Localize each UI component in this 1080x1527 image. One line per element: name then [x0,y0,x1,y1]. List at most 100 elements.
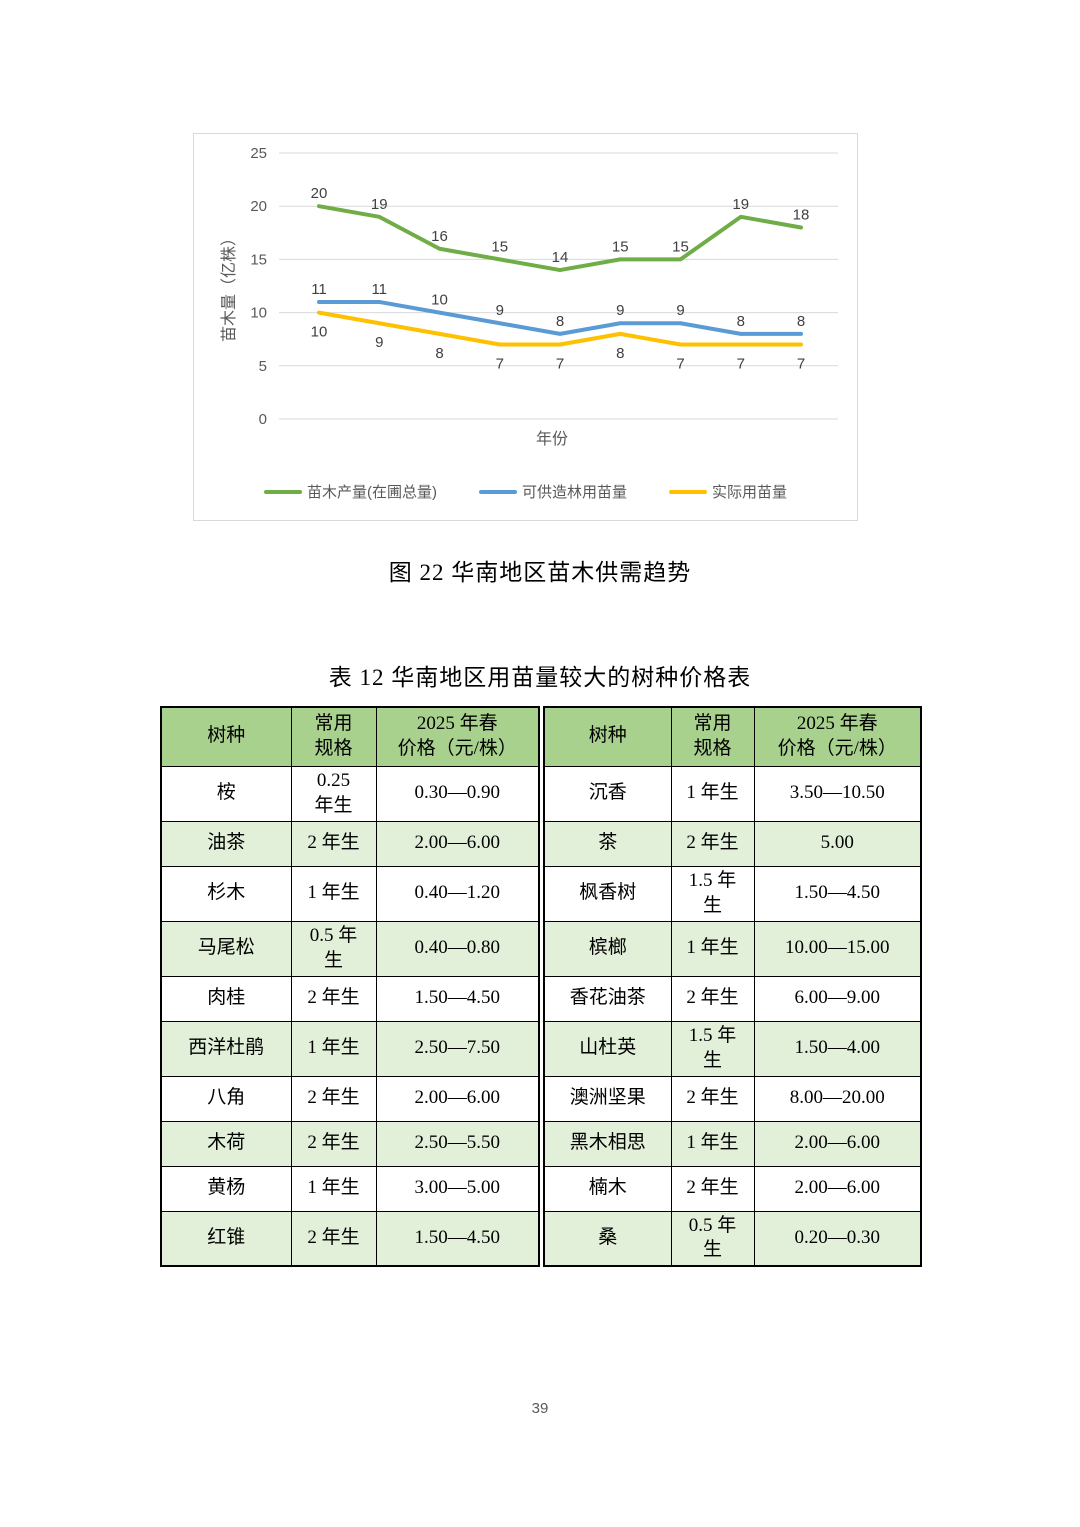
data-label: 11 [371,281,387,298]
data-label: 7 [737,356,745,373]
spec-cell: 2 年生 [670,1165,755,1212]
data-label: 19 [371,196,388,213]
data-label: 9 [676,302,684,319]
spec-cell: 1.5 年 生 [670,1020,755,1077]
data-label: 7 [496,356,504,373]
table-row: 黄杨 1 年生 3.00—5.00 [160,1165,540,1212]
spec-cell: 2 年生 [290,975,377,1022]
species-cell: 茶 [543,820,672,867]
header-price-cell: 2025 年春 价格（元/株） [753,706,922,767]
legend-item-2: 实际用苗量 [669,481,787,502]
spec-cell: 1 年生 [290,1020,377,1077]
species-cell: 马尾松 [160,920,292,977]
species-cell: 杉木 [160,865,292,922]
species-cell: 槟榔 [543,920,672,977]
species-cell: 澳洲坚果 [543,1075,672,1122]
data-label: 19 [732,196,749,213]
species-cell: 香花油茶 [543,975,672,1022]
series-line-0 [317,204,803,273]
spec-cell: 0.5 年 生 [290,920,377,977]
legend-marker-icon [263,489,302,494]
header-species-cell: 树种 [543,706,672,767]
legend-item-1: 可供造林用苗量 [478,481,627,502]
table-row: 澳洲坚果 2 年生 8.00—20.00 [543,1075,922,1122]
legend-label: 实际用苗量 [712,484,788,501]
species-cell: 红锥 [160,1210,292,1267]
data-label: 7 [797,356,805,373]
data-label: 8 [616,345,624,362]
species-cell: 桑 [543,1210,672,1267]
y-tick-label: 0 [259,411,267,428]
data-label: 8 [737,313,745,330]
y-tick-label: 5 [259,358,267,375]
chart-canvas: 0 5 10 15 20 25 苗木量（亿株） 年份 20 19 16 15 14 15 15 19 18 11 1… [220,145,838,448]
price-cell: 0.30—0.90 [375,765,540,822]
data-label: 16 [431,228,448,245]
y-tick-label: 25 [250,145,267,162]
price-cell: 5.00 [753,820,922,867]
table-row: 红锥 2 年生 1.50—4.50 [160,1210,540,1267]
spec-cell: 2 年生 [670,975,755,1022]
series-line-1 [317,299,803,336]
legend-marker-icon [478,489,517,494]
data-label: 10 [311,324,328,341]
price-cell: 2.00—6.00 [375,1075,540,1122]
data-label: 15 [491,238,508,255]
y-tick-label: 15 [250,251,267,268]
spec-cell: 1.5 年 生 [670,865,755,922]
data-label: 7 [676,356,684,373]
spec-cell: 1 年生 [670,765,755,822]
table-row: 桉 0.25 年生 0.30—0.90 [160,765,540,822]
header-species-cell: 树种 [160,706,292,767]
figure-caption: 图 22 华南地区苗木供需趋势 [388,560,692,585]
price-cell: 3.50—10.50 [753,765,922,822]
price-cell: 2.50—7.50 [375,1020,540,1077]
price-cell: 0.20—0.30 [753,1210,922,1267]
legend-marker-icon [669,489,707,494]
price-cell: 1.50—4.50 [375,975,540,1022]
data-label: 8 [797,313,805,330]
data-label: 20 [311,185,328,202]
price-cell: 8.00—20.00 [753,1075,922,1122]
spec-cell: 2 年生 [290,1210,377,1267]
species-cell: 山杜英 [543,1020,672,1077]
price-cell: 2.00—6.00 [753,1120,922,1167]
table-row: 油茶 2 年生 2.00—6.00 [160,820,540,867]
header-spec-cell: 常用 规格 [670,706,755,767]
data-label: 8 [435,345,443,362]
species-cell: 八角 [160,1075,292,1122]
table-row: 八角 2 年生 2.00—6.00 [160,1075,540,1122]
data-label: 18 [793,206,810,223]
price-cell: 2.50—5.50 [375,1120,540,1167]
data-label: 11 [311,281,327,298]
legend-label: 可供造林用苗量 [521,484,627,501]
species-cell: 枫香树 [543,865,672,922]
species-cell: 桉 [160,765,292,822]
page-number: 39 [531,1400,549,1417]
table-row: 西洋杜鹃 1 年生 2.50—7.50 [160,1020,540,1077]
table-row: 肉桂 2 年生 1.50—4.50 [160,975,540,1022]
table-row: 沉香 1 年生 3.50—10.50 [543,765,922,822]
price-cell: 1.50—4.50 [753,865,922,922]
table-row: 山杜英 1.5 年 生 1.50—4.00 [543,1020,922,1077]
table-row: 木荷 2 年生 2.50—5.50 [160,1120,540,1167]
price-cell: 3.00—5.00 [375,1165,540,1212]
spec-cell: 2 年生 [290,820,377,867]
price-table-right-half: 树种 常用 规格 2025 年春 价格（元/株） 沉香 1 年生 3.50—10.50 茶 2… [543,706,922,1267]
species-cell: 沉香 [543,765,672,822]
y-axis-title: 苗木量（亿株） [220,230,238,342]
spec-cell: 2 年生 [670,1075,755,1122]
species-cell: 肉桂 [160,975,292,1022]
species-cell: 楠木 [543,1165,672,1212]
table-row: 马尾松 0.5 年 生 0.40—0.80 [160,920,540,977]
table-row: 楠木 2 年生 2.00—6.00 [543,1165,922,1212]
x-axis-title: 年份 [536,430,568,448]
data-label: 15 [612,238,629,255]
spec-cell: 0.5 年 生 [670,1210,755,1267]
table-row: 香花油茶 2 年生 6.00—9.00 [543,975,922,1022]
data-label: 8 [556,313,564,330]
price-cell: 1.50—4.00 [753,1020,922,1077]
data-label: 9 [496,302,504,319]
legend-label: 苗木产量(在圃总量) [306,484,437,501]
